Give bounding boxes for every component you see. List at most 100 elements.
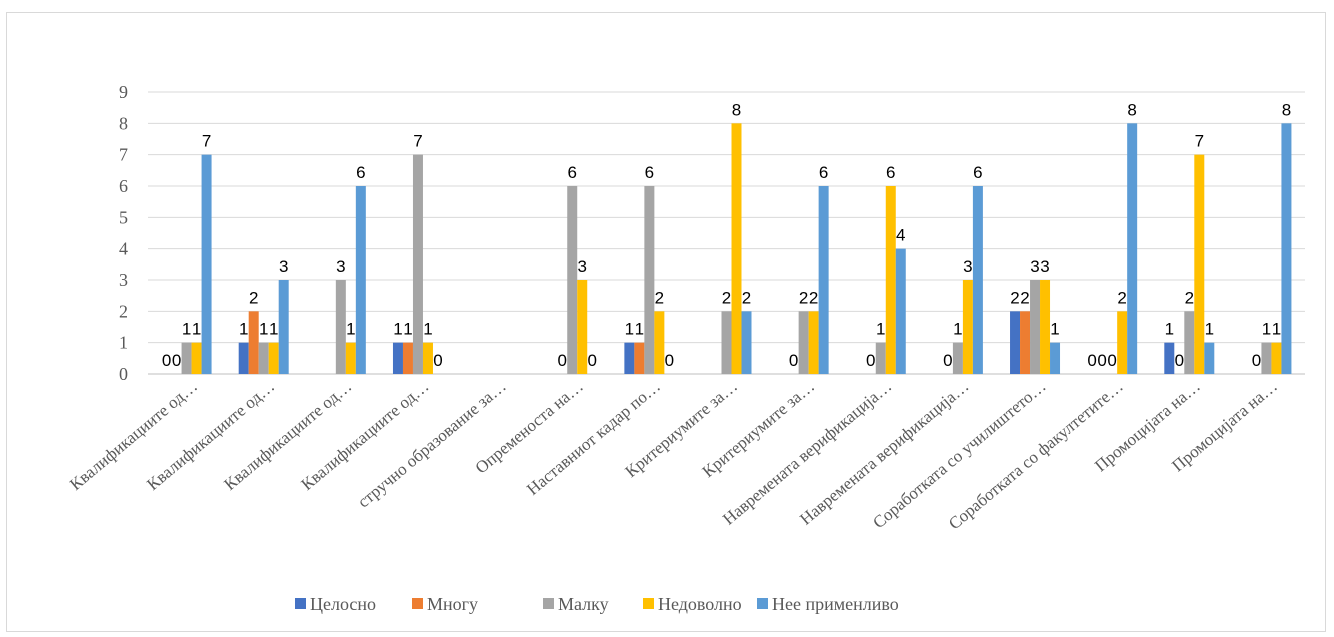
legend-label: Многу [427, 594, 478, 614]
data-label: 0 [866, 351, 875, 370]
bar [412, 154, 423, 374]
data-label: 0 [1097, 351, 1106, 370]
bars [181, 123, 1292, 374]
data-label: 1 [403, 320, 412, 339]
bar [191, 342, 202, 374]
data-label: 0 [172, 351, 181, 370]
data-label: 3 [336, 257, 345, 276]
bar [962, 280, 973, 374]
bar [624, 342, 635, 374]
data-label: 2 [1010, 288, 1019, 307]
data-label: 3 [577, 257, 586, 276]
bar [402, 342, 413, 374]
data-label: 2 [722, 288, 731, 307]
bar [268, 342, 279, 374]
bar [392, 342, 403, 374]
bar [741, 311, 752, 374]
bar [731, 123, 742, 374]
data-label: 0 [789, 351, 798, 370]
bar [634, 342, 645, 374]
data-label: 1 [192, 320, 201, 339]
data-label: 7 [1195, 132, 1204, 151]
data-label: 2 [655, 288, 664, 307]
data-label: 1 [269, 320, 278, 339]
bar [808, 311, 819, 374]
data-label: 2 [1020, 288, 1029, 307]
x-tick-label: стручно образование за… [354, 377, 510, 512]
y-tick-label: 3 [119, 270, 128, 290]
bar [278, 280, 289, 374]
data-label: 0 [665, 351, 674, 370]
data-label: 0 [557, 351, 566, 370]
y-tick-label: 8 [119, 113, 128, 133]
bar [644, 186, 655, 374]
legend-label: Целосно [310, 594, 376, 614]
data-label: 0 [1087, 351, 1096, 370]
bar [952, 342, 963, 374]
data-label: 3 [1030, 257, 1039, 276]
bar [654, 311, 665, 374]
legend-swatch [412, 598, 423, 609]
legend-swatch [643, 598, 654, 609]
bar [248, 311, 259, 374]
bar [895, 248, 906, 374]
data-label: 0 [943, 351, 952, 370]
bar [1030, 280, 1041, 374]
x-tick-label: Наставниот кадар по… [523, 377, 664, 499]
bar [1271, 342, 1282, 374]
bar [1184, 311, 1195, 374]
y-tick-label: 4 [119, 239, 128, 259]
data-label: 6 [567, 163, 576, 182]
legend-swatch [543, 598, 554, 609]
data-label: 6 [973, 163, 982, 182]
data-label: 7 [413, 132, 422, 151]
data-label: 6 [645, 163, 654, 182]
bar [1204, 342, 1215, 374]
data-label: 1 [1050, 320, 1059, 339]
x-axis: Квалификациите од…Квалификациите од…Квал… [66, 377, 1281, 534]
data-label: 0 [1175, 351, 1184, 370]
data-label: 1 [953, 320, 962, 339]
bar [355, 186, 366, 374]
y-tick-label: 1 [119, 333, 128, 353]
data-label: 3 [963, 257, 972, 276]
y-tick-label: 9 [119, 82, 128, 102]
data-label: 2 [1185, 288, 1194, 307]
y-tick-label: 0 [119, 364, 128, 384]
bar [721, 311, 732, 374]
data-label: 1 [182, 320, 191, 339]
data-label: 0 [433, 351, 442, 370]
bar [875, 342, 886, 374]
y-tick-label: 6 [119, 176, 128, 196]
x-tick-label: Квалификациите од… [143, 377, 278, 495]
data-label: 4 [896, 226, 905, 245]
y-tick-label: 2 [119, 301, 128, 321]
bar [1040, 280, 1051, 374]
x-tick-label: Квалификациите од… [220, 377, 355, 495]
data-label: 1 [393, 320, 402, 339]
data-label: 1 [1205, 320, 1214, 339]
y-tick-label: 5 [119, 207, 128, 227]
bar [1050, 342, 1061, 374]
data-label: 0 [1107, 351, 1116, 370]
legend: Целосно Многу Малку Недоволно Нее применливо [295, 594, 899, 614]
bar [1127, 123, 1138, 374]
bar [345, 342, 356, 374]
legend-label: Недоволно [658, 594, 742, 614]
data-label: 0 [162, 351, 171, 370]
bar [577, 280, 588, 374]
legend-label: Малку [558, 594, 609, 614]
data-label: 3 [279, 257, 288, 276]
bar [181, 342, 192, 374]
legend-label: Нее применливо [772, 594, 899, 614]
bar [972, 186, 983, 374]
bar [818, 186, 829, 374]
y-axis: 0 1 2 3 4 5 6 7 8 9 [119, 82, 128, 384]
data-label: 3 [1040, 257, 1049, 276]
bar [798, 311, 809, 374]
data-label: 1 [239, 320, 248, 339]
data-label: 1 [1272, 320, 1281, 339]
bar [422, 342, 433, 374]
data-label: 6 [356, 163, 365, 182]
